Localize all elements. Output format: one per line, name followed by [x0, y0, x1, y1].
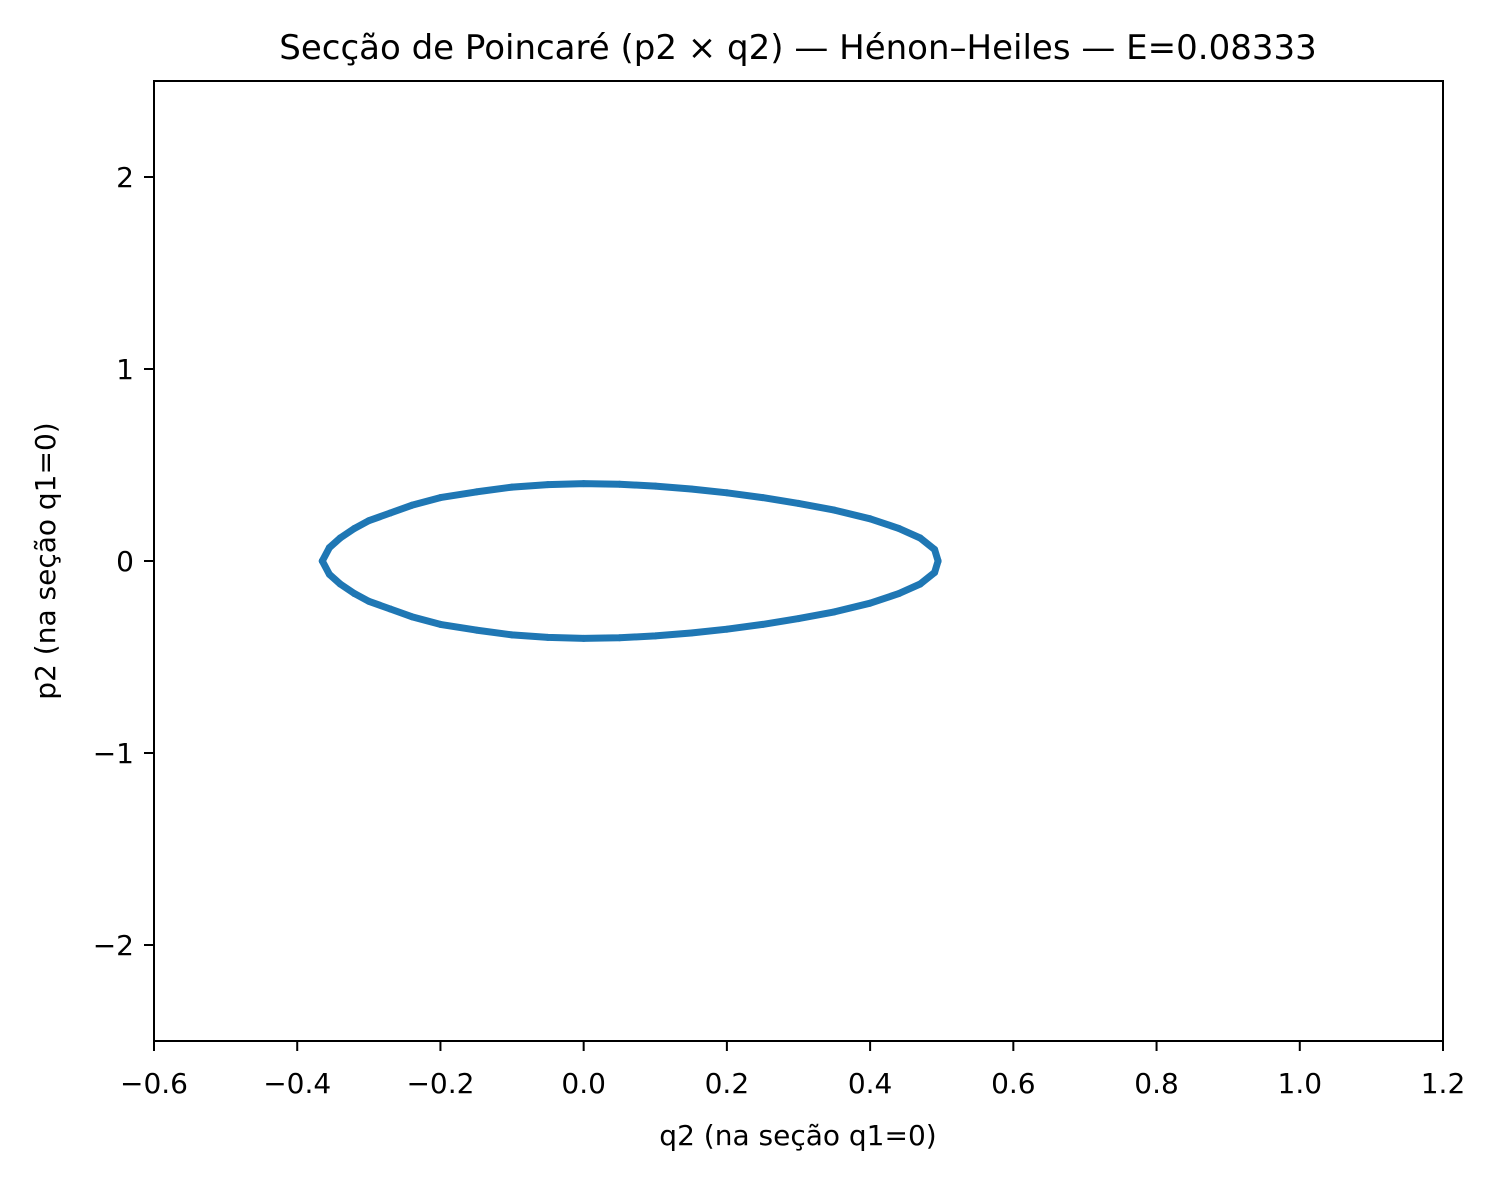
data-point	[895, 524, 903, 532]
data-point	[351, 524, 358, 532]
x-tick-label: 0.6	[991, 1067, 1036, 1100]
series-layer	[318, 480, 942, 642]
data-point	[931, 546, 939, 553]
y-axis-ticks: −2 −1 0 1 2	[93, 161, 154, 962]
x-tick-label: 0.4	[848, 1067, 893, 1100]
data-point	[544, 481, 552, 489]
data-point	[318, 557, 326, 565]
x-axis-label: q2 (na seção q1=0)	[659, 1119, 936, 1152]
data-point	[325, 570, 333, 578]
data-point	[895, 590, 903, 598]
data-point	[351, 590, 358, 598]
y-tick-label: 0	[116, 545, 134, 578]
x-tick-label: 0.0	[561, 1067, 606, 1100]
x-tick-label: −0.6	[120, 1067, 188, 1100]
data-point	[934, 557, 942, 565]
data-point	[436, 620, 444, 628]
x-tick-label: 0.8	[1134, 1067, 1179, 1100]
data-point	[723, 489, 731, 497]
data-point	[759, 620, 767, 628]
x-tick-label: −0.2	[406, 1067, 474, 1100]
data-point	[386, 605, 394, 613]
data-point	[472, 626, 480, 634]
data-point	[508, 631, 516, 639]
data-point	[931, 569, 939, 576]
data-point	[616, 480, 623, 488]
data-point	[436, 494, 444, 502]
data-point	[830, 506, 838, 514]
data-point	[325, 544, 333, 552]
plot-area: −0.6 −0.4 −0.2 0.0 0.2 0.4 0.6 0.8 1.0 1.2 −2 −1 0 1…	[93, 80, 1465, 1100]
data-point	[866, 515, 874, 523]
data-point	[687, 485, 695, 493]
data-point	[916, 534, 924, 542]
y-tick-label: −2	[93, 929, 134, 962]
data-point	[723, 625, 731, 633]
x-axis-ticks: −0.6 −0.4 −0.2 0.0 0.2 0.4 0.6 0.8 1.0 1.2	[120, 1041, 1465, 1100]
data-point	[580, 634, 588, 642]
data-point	[759, 494, 767, 502]
x-tick-label: 0.2	[705, 1067, 750, 1100]
data-point	[687, 629, 695, 637]
data-point	[916, 580, 924, 588]
x-tick-label: −0.4	[263, 1067, 331, 1100]
data-point	[795, 499, 802, 507]
data-point	[866, 599, 874, 607]
data-point	[472, 488, 480, 496]
data-point	[386, 509, 394, 517]
data-point	[651, 482, 659, 490]
y-tick-label: 2	[116, 161, 134, 194]
x-tick-label: 1.0	[1278, 1067, 1323, 1100]
data-point	[508, 483, 516, 491]
y-axis-label: p2 (na seção q1=0)	[29, 422, 62, 699]
data-point	[365, 597, 373, 605]
x-tick-label: 1.2	[1421, 1067, 1466, 1100]
data-point	[336, 534, 344, 542]
data-point	[544, 633, 552, 641]
data-point	[830, 608, 838, 616]
data-point	[365, 517, 373, 525]
data-point	[795, 615, 802, 623]
axes-frame	[153, 80, 1444, 1042]
y-tick-label: −1	[93, 737, 134, 770]
chart-title: Secção de Poincaré (p2 × q2) — Hénon–Hei…	[279, 28, 1316, 68]
data-point	[336, 580, 344, 588]
data-point	[408, 501, 416, 509]
data-point	[651, 632, 659, 640]
data-point	[580, 480, 588, 488]
data-point	[408, 613, 416, 621]
data-point	[616, 634, 623, 642]
y-tick-label: 1	[116, 353, 134, 386]
